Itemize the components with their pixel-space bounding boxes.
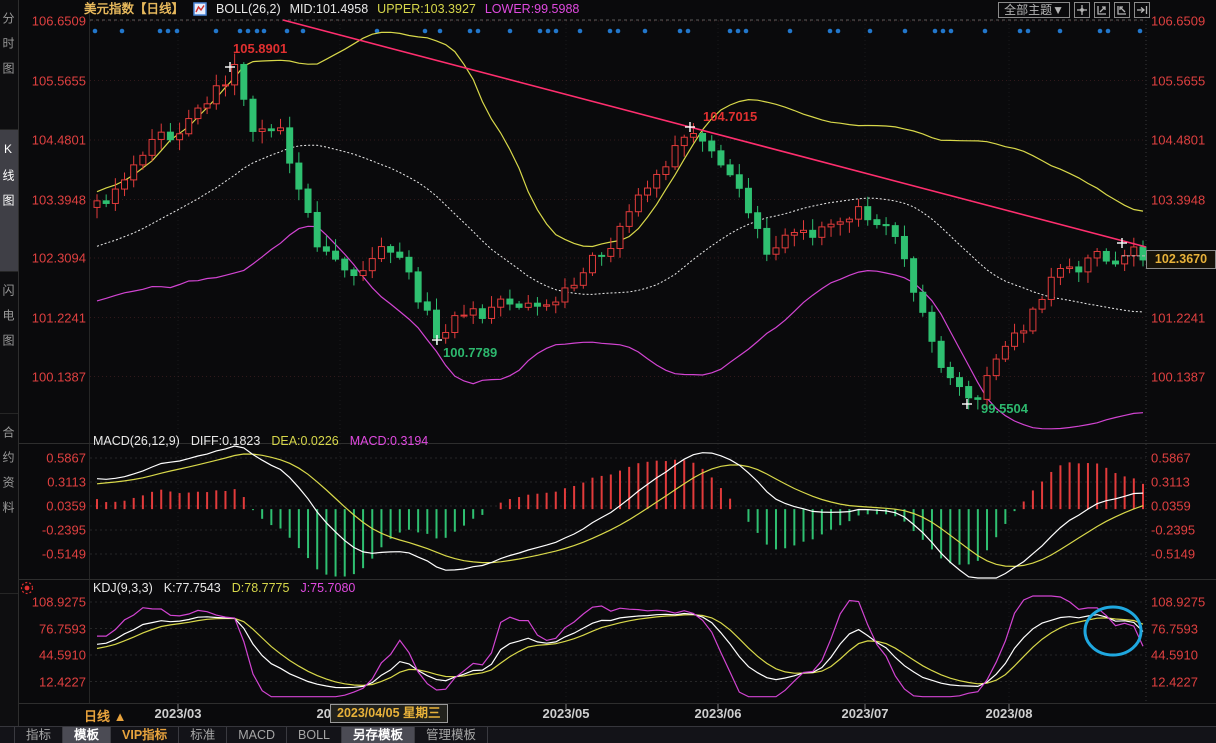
kdj-j-value: J:75.7080	[300, 581, 356, 595]
macd-axis-label: -0.2395	[41, 522, 86, 538]
kdj-indicator-label: KDJ(9,3,3)	[93, 581, 153, 595]
period-selector[interactable]: 日线 ▲	[84, 709, 127, 724]
macd-axis-label: 0.0359	[46, 498, 86, 514]
price-extreme-annotation: 99.5504	[981, 401, 1028, 416]
sidebar-item-3[interactable]: 闪电图	[0, 272, 18, 414]
price-axis-label: 104.4801	[1151, 132, 1206, 148]
kdj-series	[96, 595, 1144, 698]
toolbar-tab-标准[interactable]: 标准	[179, 727, 228, 743]
candlestick-series	[93, 53, 1147, 410]
macd-axis-label: -0.2395	[1151, 522, 1196, 538]
kdj-axis-label: 44.5910	[1151, 647, 1198, 663]
sidebar-item-4[interactable]: 合约资料	[0, 414, 18, 594]
panel-separator	[18, 703, 1216, 704]
chart-header: 美元指数【日线】 BOLL(26,2) MID:101.4958 UPPER:1…	[84, 1, 579, 17]
mini-chart-icon	[193, 2, 207, 16]
crosshair-date-label: 2023/04/05 星期三	[330, 704, 448, 723]
price-extreme-annotation: 104.7015	[703, 109, 758, 124]
toolbar-tab-MACD[interactable]: MACD	[227, 727, 288, 743]
signal-dots	[92, 28, 1143, 34]
kdj-axis-label: 12.4227	[1151, 674, 1198, 689]
boll-indicator-label: BOLL(26,2)	[216, 2, 281, 16]
price-axis-label: 106.6509	[1151, 13, 1206, 29]
compress-left-icon[interactable]	[1094, 2, 1110, 18]
left-sidebar: 分时图 K线图 闪电图 合约资料	[0, 0, 19, 743]
chart-toolbar-right: 全部主题▼	[998, 2, 1150, 18]
last-price-label: 102.3670	[1146, 250, 1216, 269]
kdj-axis-label: 108.9275	[31, 594, 86, 610]
theme-dropdown-button[interactable]: 全部主题▼	[998, 2, 1070, 18]
macd-diff-value: DIFF:0.1823	[190, 434, 261, 448]
toolbar-tab-模板[interactable]: 模板	[63, 727, 112, 743]
kdj-axis-label: 76.7593	[1151, 621, 1198, 636]
macd-panel-header: MACD(26,12,9) DIFF:0.1823 DEA:0.0226 MAC…	[93, 434, 428, 449]
boll-upper-value: UPPER:103.3927	[377, 2, 476, 16]
price-axis-label: 103.3948	[31, 192, 86, 207]
boll-mid-value: MID:101.4958	[289, 2, 369, 16]
pan-move-icon[interactable]	[1074, 2, 1090, 18]
axis-column-divider	[89, 0, 90, 704]
kdj-k-value: K:77.7543	[163, 581, 221, 595]
x-axis-month-label: 2023/08	[985, 706, 1033, 721]
shift-right-icon[interactable]	[1134, 2, 1150, 18]
kdj-axis-label: 76.7593	[39, 621, 86, 636]
macd-axis-label: 0.0359	[1151, 498, 1191, 514]
macd-axis-label: -0.5149	[1151, 546, 1196, 562]
price-axis-label: 104.4801	[31, 132, 86, 148]
instrument-title: 美元指数【日线】	[84, 2, 185, 16]
price-axis-label: 100.1387	[31, 369, 86, 384]
price-axis-label: 101.2241	[1151, 310, 1206, 325]
macd-indicator-label: MACD(26,12,9)	[93, 434, 180, 448]
macd-axis-label: 0.3113	[1151, 474, 1190, 490]
sidebar-item-1[interactable]: 分时图	[0, 0, 18, 130]
toolbar-tab-BOLL[interactable]: BOLL	[287, 727, 342, 743]
price-extreme-annotation: 105.8901	[233, 41, 288, 56]
macd-axis-label: 0.5867	[1151, 450, 1191, 466]
macd-series	[96, 445, 1144, 579]
macd-dea-value: DEA:0.0226	[271, 434, 339, 448]
bottom-toolbar: 指标 模板 VIP指标 标准 MACD BOLL 另存模板 管理模板	[0, 726, 1216, 743]
kdj-axis-label: 44.5910	[39, 647, 86, 663]
boll-lower-value: LOWER:99.5988	[484, 2, 580, 16]
price-axis-label: 102.3094	[31, 250, 86, 266]
extreme-cross-markers	[225, 62, 1127, 409]
kdj-axis-label: 108.9275	[1151, 594, 1206, 610]
price-extreme-annotation: 100.7789	[443, 345, 498, 360]
x-axis-month-label: 2023/06	[694, 706, 742, 721]
price-axis-label: 106.6509	[31, 13, 86, 29]
panel-separator	[18, 579, 1216, 580]
kdj-panel-header: KDJ(9,3,3) K:77.7543 D:78.7775 J:75.7080	[93, 581, 355, 596]
kdj-d-value: D:78.7775	[231, 581, 290, 595]
price-axis-label: 105.5655	[31, 73, 86, 88]
toolbar-tab-另存模板[interactable]: 另存模板	[341, 727, 415, 743]
grid	[90, 12, 1147, 709]
toolbar-tab-VIP指标[interactable]: VIP指标	[111, 727, 180, 743]
x-axis-month-label: 2023/07	[841, 706, 889, 721]
panel-separator	[18, 443, 1216, 444]
x-axis-row: 日线 ▲ 2023/032023/042023/052023/062023/07…	[18, 704, 1216, 726]
price-axis-label: 103.3948	[1151, 192, 1206, 207]
compress-right-icon[interactable]	[1114, 2, 1130, 18]
price-axis-label: 101.2241	[31, 310, 86, 325]
trendline-annotation	[282, 19, 1147, 248]
x-axis-month-label: 2023/05	[542, 706, 590, 721]
macd-macd-value: MACD:0.3194	[349, 434, 429, 448]
macd-axis-label: -0.5149	[41, 546, 86, 562]
sidebar-item-2[interactable]: K线图	[0, 130, 18, 272]
macd-axis-label: 0.3113	[47, 474, 86, 490]
price-axis-label: 100.1387	[1151, 369, 1206, 384]
toolbar-tab-指标[interactable]: 指标	[14, 727, 64, 743]
price-axis-label: 105.5655	[1151, 73, 1206, 88]
macd-axis-label: 0.5867	[46, 450, 86, 466]
x-axis-month-label: 2023/03	[154, 706, 202, 721]
ellipse-annotation	[1083, 605, 1143, 657]
toolbar-tab-管理模板[interactable]: 管理模板	[415, 727, 489, 743]
kdj-axis-label: 12.4227	[39, 674, 86, 689]
record-dot-icon[interactable]	[19, 580, 35, 596]
